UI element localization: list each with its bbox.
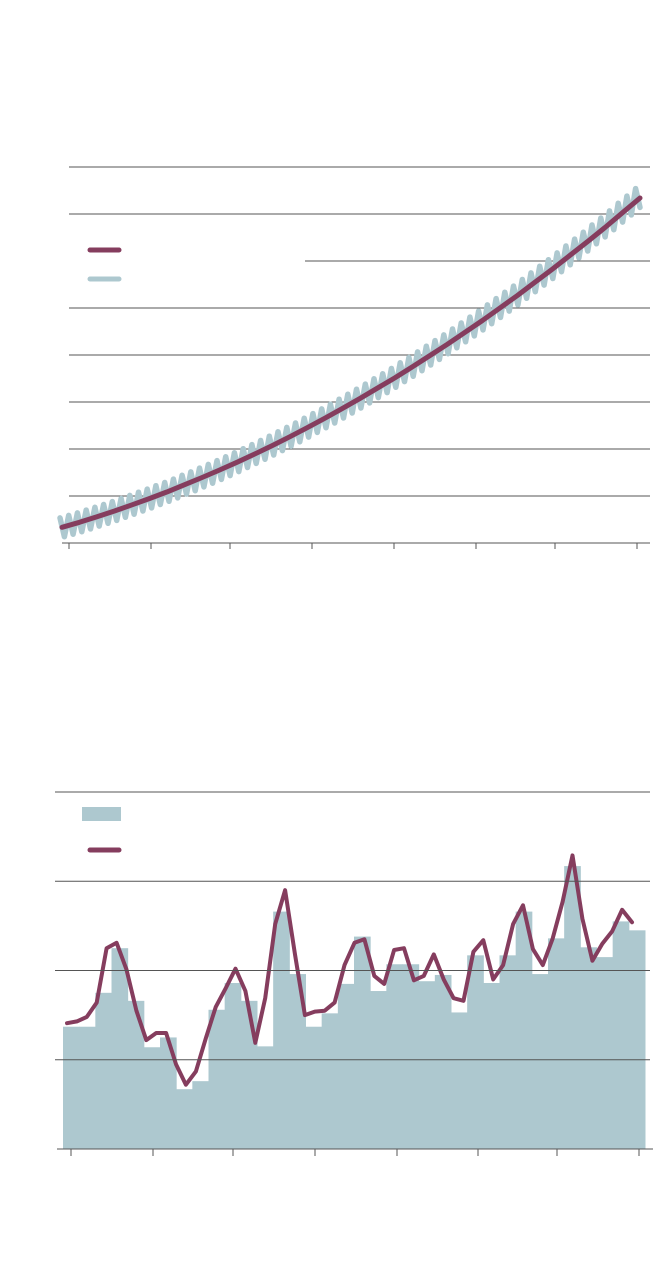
bar (160, 1037, 177, 1149)
bar (467, 955, 484, 1149)
bar (451, 1012, 468, 1149)
bar (240, 1000, 258, 1149)
bar (257, 1046, 274, 1149)
bar (434, 974, 452, 1149)
bar (337, 983, 355, 1149)
bar (531, 974, 549, 1149)
bar (95, 992, 112, 1149)
bar (499, 955, 517, 1149)
x-ticks-bottom (70, 1149, 640, 1156)
bar (273, 911, 290, 1149)
line-series (57, 185, 643, 540)
line-series (59, 195, 643, 530)
bar (289, 974, 306, 1149)
bar (63, 1026, 80, 1149)
bar (208, 1009, 226, 1149)
bar (386, 964, 403, 1149)
bar (224, 982, 242, 1149)
bar (483, 982, 500, 1149)
bar (370, 991, 387, 1149)
bar (628, 930, 646, 1149)
bar (176, 1089, 193, 1149)
bar (612, 921, 630, 1149)
bar (580, 947, 597, 1149)
line-series (65, 853, 634, 1087)
bar (564, 866, 581, 1149)
bar (321, 1013, 339, 1149)
bar (515, 911, 533, 1149)
bar (354, 936, 371, 1149)
bar (548, 938, 565, 1149)
bar (192, 1081, 209, 1149)
bar (79, 1026, 96, 1149)
legend-swatch (82, 807, 121, 821)
bar (402, 964, 420, 1149)
bar (305, 1026, 323, 1149)
bar (418, 981, 436, 1149)
bar (111, 948, 129, 1149)
x-ticks-top (68, 543, 638, 549)
bar (143, 1047, 161, 1149)
bar (596, 957, 614, 1149)
bar (127, 1000, 145, 1149)
